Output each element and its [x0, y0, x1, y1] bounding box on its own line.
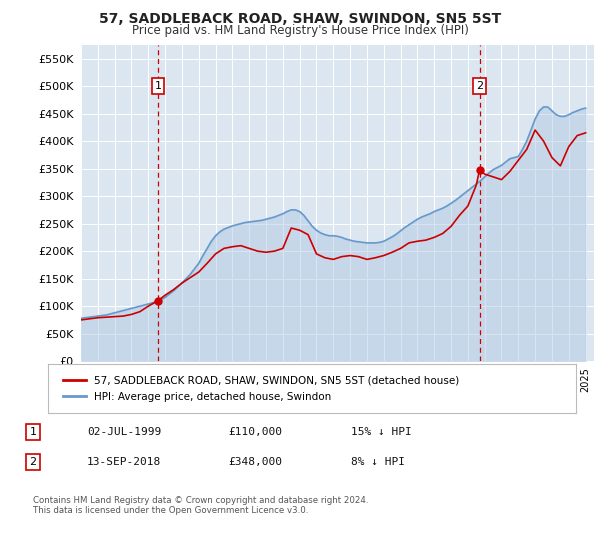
Text: 1: 1	[29, 427, 37, 437]
Text: 2: 2	[29, 457, 37, 467]
Text: 13-SEP-2018: 13-SEP-2018	[87, 457, 161, 467]
Text: £110,000: £110,000	[228, 427, 282, 437]
Text: 57, SADDLEBACK ROAD, SHAW, SWINDON, SN5 5ST: 57, SADDLEBACK ROAD, SHAW, SWINDON, SN5 …	[99, 12, 501, 26]
Text: Price paid vs. HM Land Registry's House Price Index (HPI): Price paid vs. HM Land Registry's House …	[131, 24, 469, 37]
Text: 2: 2	[476, 81, 483, 91]
Legend: 57, SADDLEBACK ROAD, SHAW, SWINDON, SN5 5ST (detached house), HPI: Average price: 57, SADDLEBACK ROAD, SHAW, SWINDON, SN5 …	[58, 372, 463, 405]
Text: £348,000: £348,000	[228, 457, 282, 467]
Text: 1: 1	[155, 81, 161, 91]
Text: Contains HM Land Registry data © Crown copyright and database right 2024.
This d: Contains HM Land Registry data © Crown c…	[33, 496, 368, 515]
Text: 02-JUL-1999: 02-JUL-1999	[87, 427, 161, 437]
Text: 8% ↓ HPI: 8% ↓ HPI	[351, 457, 405, 467]
Text: 15% ↓ HPI: 15% ↓ HPI	[351, 427, 412, 437]
